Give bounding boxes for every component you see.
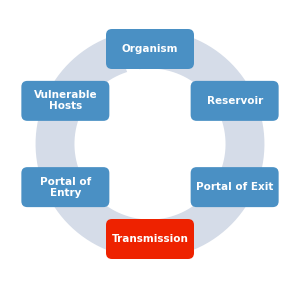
Text: Transmission: Transmission [112,234,188,244]
Text: Organism: Organism [122,44,178,54]
Text: Portal of
Entry: Portal of Entry [40,177,91,198]
FancyBboxPatch shape [190,167,279,207]
FancyBboxPatch shape [21,81,109,121]
Text: Reservoir: Reservoir [206,96,263,106]
Text: Portal of Exit: Portal of Exit [196,182,273,192]
Polygon shape [115,42,138,58]
Text: Vulnerable
Hosts: Vulnerable Hosts [34,90,97,111]
FancyBboxPatch shape [106,219,194,259]
FancyBboxPatch shape [21,167,109,207]
FancyBboxPatch shape [190,81,279,121]
FancyBboxPatch shape [106,29,194,69]
